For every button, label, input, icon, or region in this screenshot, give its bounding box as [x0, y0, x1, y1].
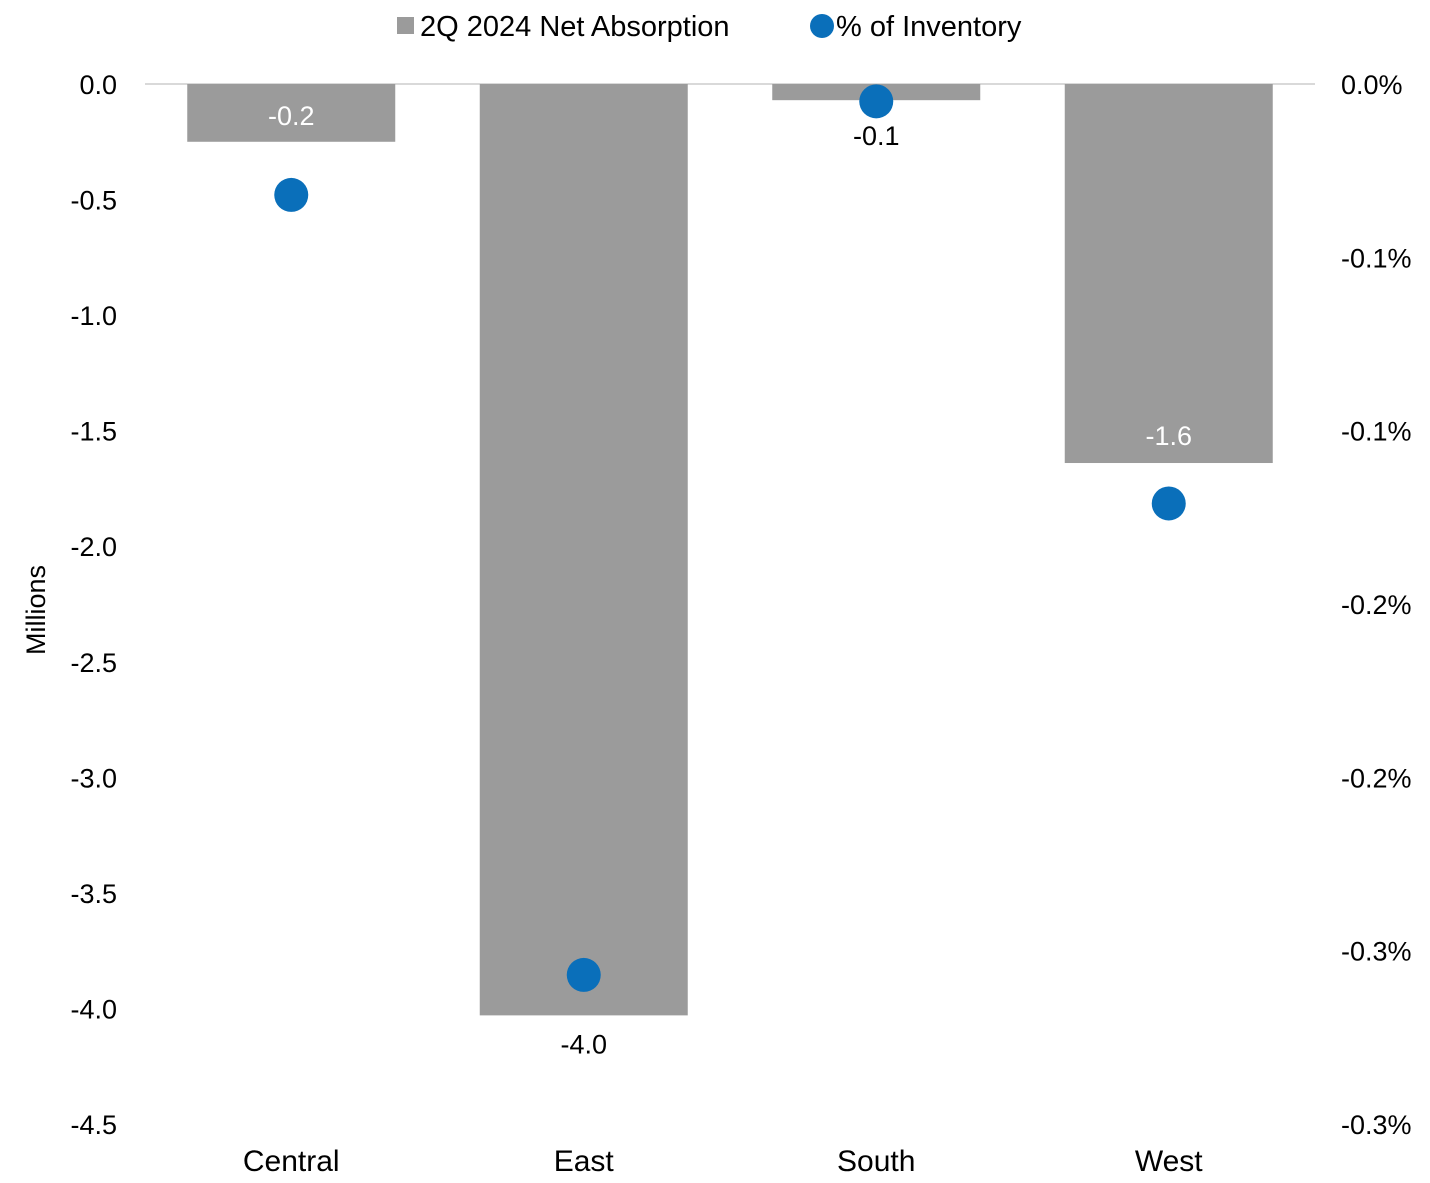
right-axis-tick-label: -0.2% [1341, 763, 1412, 793]
bar-series [187, 84, 1273, 1016]
bar-east [479, 84, 688, 1016]
bar-label-west: -1.6 [1145, 421, 1192, 451]
bar-west [1064, 84, 1273, 464]
point-east [566, 957, 601, 992]
category-axis: Central East South West [243, 1145, 1203, 1178]
left-axis-tick-label: -2.5 [70, 648, 117, 678]
category-label-east: East [554, 1145, 615, 1178]
point-west [1151, 486, 1186, 521]
bar-central [187, 84, 396, 142]
left-axis-tick-label: -0.5 [70, 186, 117, 216]
right-axis-tick-label: -0.3% [1341, 937, 1412, 967]
left-axis-tick-label: -4.5 [70, 1110, 117, 1140]
left-axis: 0.0 -0.5 -1.0 -1.5 -2.0 -2.5 -3.0 -3.5 -4.0 -4.5 [70, 70, 117, 1140]
point-south [859, 84, 894, 119]
category-label-south: South [837, 1145, 915, 1178]
right-axis-tick-label: -0.1% [1341, 417, 1412, 447]
left-axis-tick-label: -3.0 [70, 763, 117, 793]
y-axis-title: Millions [21, 565, 51, 655]
legend-label-net-absorption: 2Q 2024 Net Absorption [420, 11, 730, 43]
right-axis-tick-label: -0.3% [1341, 1110, 1412, 1140]
bar-label-central: -0.2 [268, 101, 315, 131]
right-axis-tick-label: -0.2% [1341, 590, 1412, 620]
legend-marker-pct-inventory [810, 14, 834, 38]
left-axis-tick-label: -1.0 [70, 301, 117, 331]
bar-data-labels: -0.2 -4.0 -0.1 -1.6 [268, 101, 1192, 1059]
point-series [274, 84, 1186, 992]
left-axis-tick-label: -4.0 [70, 994, 117, 1024]
category-label-west: West [1135, 1145, 1203, 1178]
legend: 2Q 2024 Net Absorption % of Inventory [397, 11, 1022, 43]
point-central [274, 177, 309, 212]
bar-label-east: -4.0 [560, 1029, 607, 1059]
left-axis-tick-label: -1.5 [70, 417, 117, 447]
left-axis-tick-label: -3.5 [70, 879, 117, 909]
left-axis-tick-label: 0.0 [79, 70, 117, 100]
left-axis-tick-label: -2.0 [70, 532, 117, 562]
right-axis-tick-label: 0.0% [1341, 70, 1403, 100]
legend-swatch-net-absorption [397, 17, 414, 34]
category-label-central: Central [243, 1145, 340, 1178]
legend-label-pct-inventory: % of Inventory [836, 11, 1022, 43]
right-axis: 0.0% -0.1% -0.1% -0.2% -0.2% -0.3% -0.3% [1341, 70, 1412, 1140]
right-axis-tick-label: -0.1% [1341, 243, 1412, 273]
bar-label-south: -0.1 [853, 121, 900, 151]
